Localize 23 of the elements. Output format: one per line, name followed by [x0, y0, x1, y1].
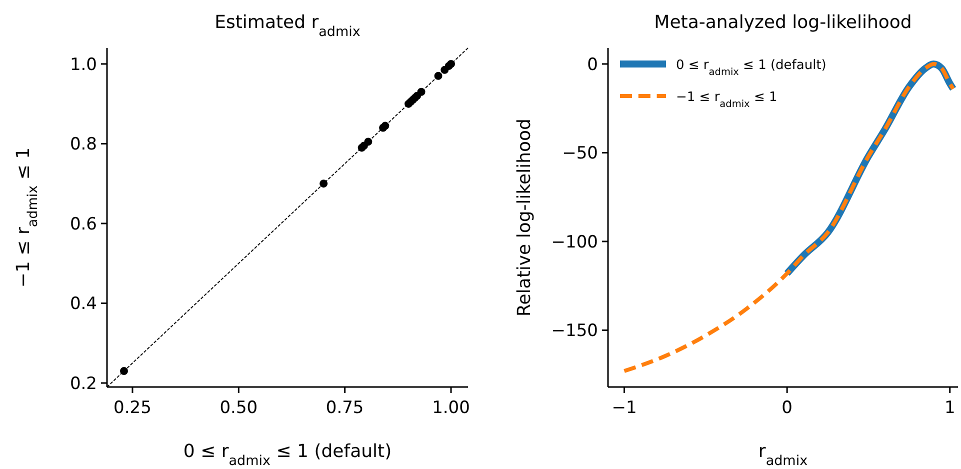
x-axis-title: r$_{admix}$ — [758, 441, 808, 469]
x-tick-label: 1 — [944, 398, 956, 418]
y-tick-label: 0.6 — [70, 214, 97, 234]
y-tick-label: 0.2 — [70, 374, 97, 394]
x-axis-title: 0 ≤ r$_{admix}$ ≤ 1 (default) — [183, 441, 392, 469]
x-tick-label: 0.50 — [220, 398, 258, 418]
legend-label: −1 ≤ r$_{admix}$ ≤ 1 — [676, 90, 778, 110]
legend-label: 0 ≤ r$_{admix}$ ≤ 1 (default) — [676, 58, 826, 78]
x-tick-label: 1.00 — [432, 398, 470, 418]
x-tick-label: −1 — [612, 398, 637, 418]
y-tick-label: 1.0 — [70, 54, 97, 75]
y-tick-label: −50 — [562, 144, 598, 164]
y-tick-label: 0.4 — [70, 294, 97, 314]
y-tick-label: 0.8 — [70, 134, 97, 155]
y-axis-title: Relative log-likelihood — [514, 118, 535, 316]
chart-title: Meta-analyzed log-likelihood — [654, 12, 912, 33]
x-tick-label: 0.25 — [114, 398, 152, 418]
y-tick-label: −150 — [551, 321, 598, 342]
y-tick-label: 0 — [587, 54, 598, 75]
y-tick-label: −100 — [551, 232, 598, 252]
chart-title: Estimated r$_{admix}$ — [214, 12, 360, 40]
x-tick-label: 0 — [782, 398, 792, 418]
x-tick-label: 0.75 — [326, 398, 364, 418]
